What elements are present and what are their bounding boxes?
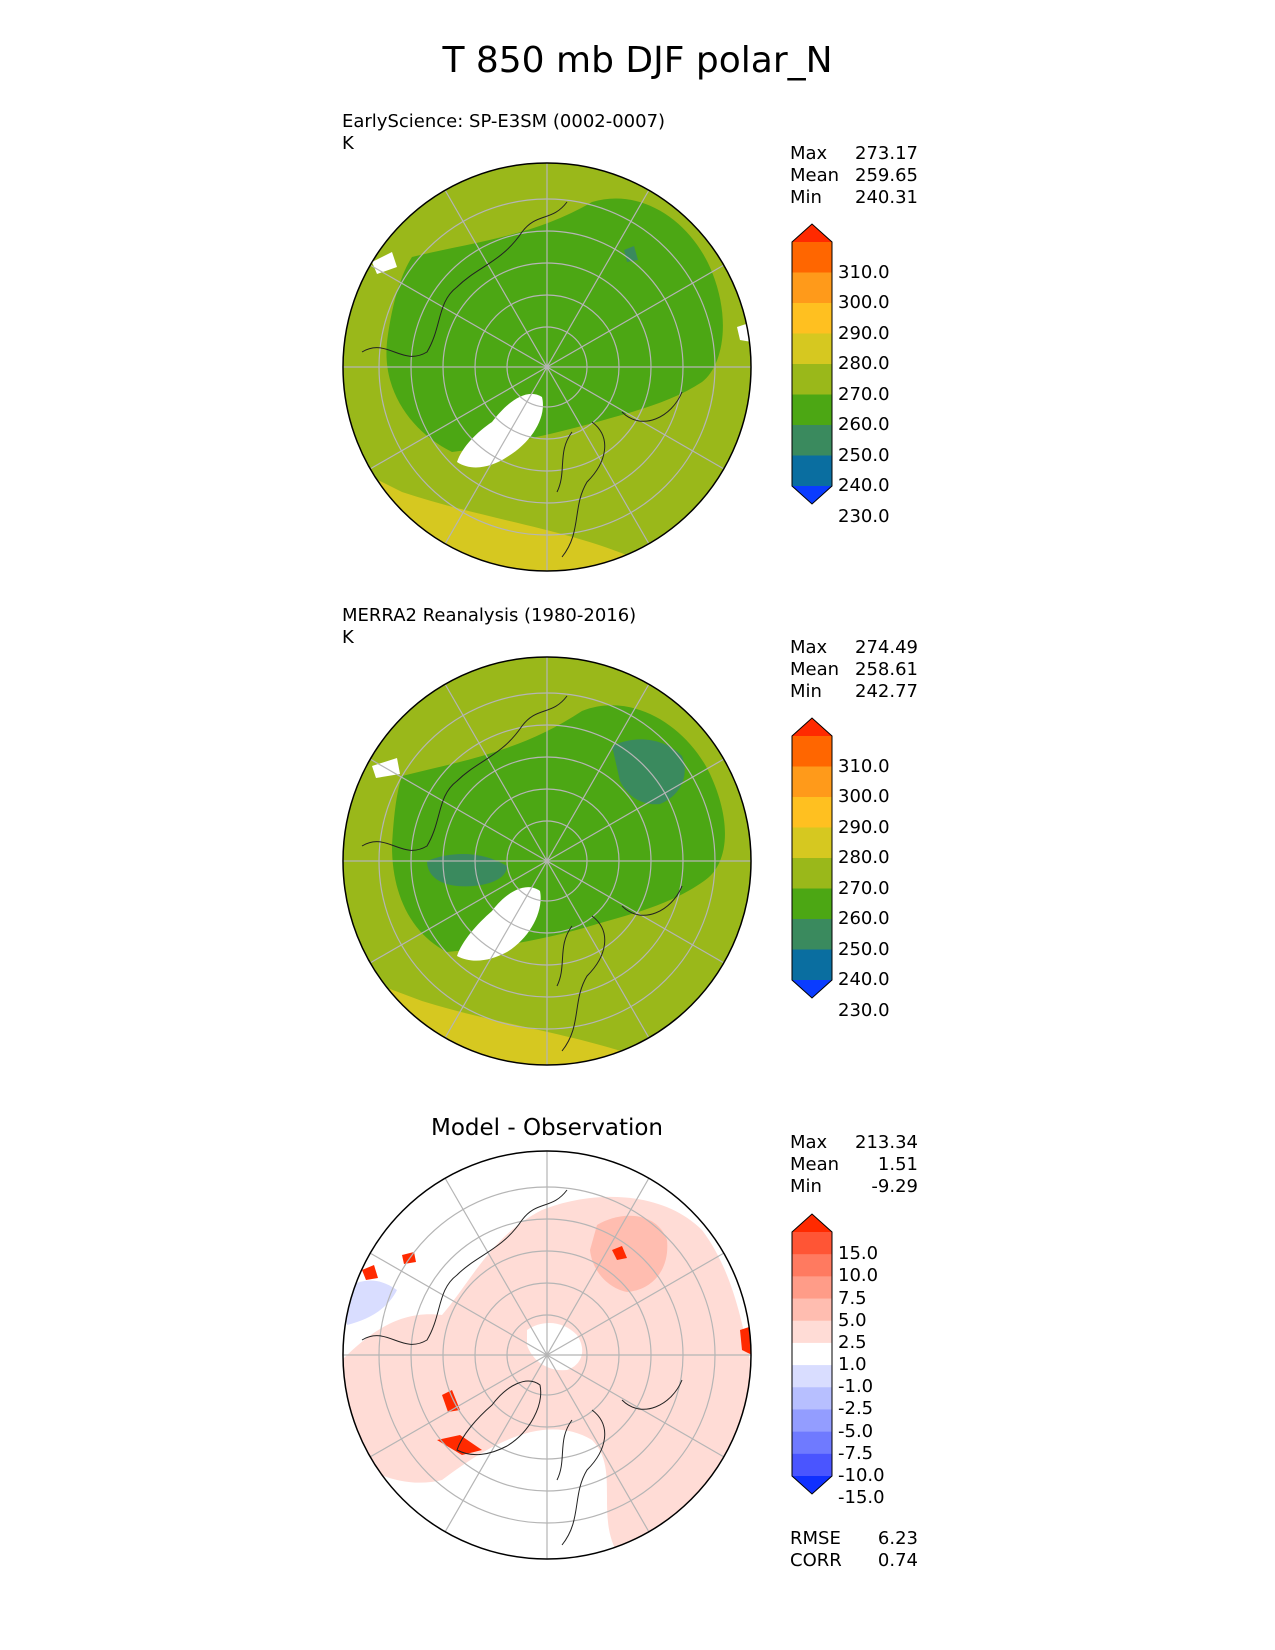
colorbar-tick-label: -1.0	[838, 1376, 874, 1398]
colorbar-tick-label: 280.0	[838, 353, 890, 374]
colorbar-tick-label: 230.0	[838, 505, 890, 527]
colorbar-tick-label: 250.0	[838, 444, 890, 466]
colorbar-tick-label: -7.5	[838, 1442, 874, 1464]
colorbar-tick-label: 250.0	[838, 938, 890, 960]
colorbar-segment	[792, 888, 832, 920]
colorbar-tick-label: -2.5	[838, 1398, 874, 1420]
colorbar-tick-label: 280.0	[838, 847, 890, 868]
p3-graticule	[343, 1151, 751, 1559]
colorbar-extend-top	[792, 224, 832, 242]
panel-3-colorbar	[791, 1213, 833, 1495]
colorbar-tick-label: 310.0	[838, 755, 890, 777]
p2-graticule	[343, 657, 751, 1065]
colorbar-extend-bottom	[792, 1476, 832, 1494]
colorbar-segment	[792, 858, 832, 889]
colorbar-segment	[792, 1409, 832, 1433]
panel-1-units: K	[342, 133, 354, 154]
colorbar-tick-label: 270.0	[838, 877, 890, 899]
p2-missing-greenland	[457, 887, 541, 961]
colorbar-outline	[791, 1213, 833, 1495]
colorbar-segment	[792, 364, 832, 395]
colorbar-outline	[791, 223, 833, 505]
panel-1-title: EarlyScience: SP-E3SM (0002-0007)	[342, 111, 666, 132]
colorbar-tick-label: 260.0	[838, 414, 890, 435]
colorbar-segment	[792, 797, 832, 828]
panel-2-units: K	[342, 627, 354, 648]
panel-1-map	[342, 162, 752, 572]
colorbar-segment	[792, 919, 832, 950]
panel-3-title: Model - Observation	[430, 1115, 664, 1141]
colorbar-segment	[792, 1431, 832, 1455]
colorbar-segment	[792, 1320, 832, 1344]
panel-1-colorbar	[791, 223, 833, 505]
colorbar-tick-label: 5.0	[838, 1309, 867, 1331]
colorbar-tick-label: -10.0	[838, 1465, 885, 1486]
colorbar-outline	[791, 717, 833, 999]
panel-3-metrics: RMSE 6.23 CORR 0.74	[790, 1528, 918, 1571]
colorbar-tick-label: 10.0	[838, 1265, 879, 1287]
colorbar-segment	[792, 1232, 832, 1255]
colorbar-segment	[792, 766, 832, 798]
p1-graticule	[343, 163, 751, 571]
p1-core	[386, 198, 723, 452]
colorbar-extend-top	[792, 1214, 832, 1232]
colorbar-tick-label: 260.0	[838, 908, 890, 929]
p3-pos-mid	[590, 1215, 668, 1292]
colorbar-segment	[792, 303, 832, 334]
colorbar-segment	[792, 1342, 832, 1366]
colorbar-tick-label: 7.5	[838, 1287, 867, 1309]
colorbar-tick-label: 240.0	[838, 475, 890, 496]
colorbar-tick-label: 290.0	[838, 322, 890, 344]
panel-2-colorbar	[791, 717, 833, 999]
colorbar-tick-label: 230.0	[838, 999, 890, 1021]
colorbar-extend-bottom	[792, 980, 832, 998]
colorbar-tick-label: 270.0	[838, 383, 890, 405]
p1-missing-1	[372, 252, 397, 274]
colorbar-extend-top	[792, 718, 832, 736]
colorbar-segment	[792, 272, 832, 304]
colorbar-tick-label: 290.0	[838, 816, 890, 838]
colorbar-tick-label: 1.0	[838, 1354, 867, 1376]
p2-cold-west	[427, 854, 507, 887]
figure-title: T 850 mb DJF polar_N	[442, 40, 833, 81]
colorbar-extend-bottom	[792, 486, 832, 504]
colorbar-segment	[792, 333, 832, 365]
colorbar-segment	[792, 394, 832, 426]
colorbar-segment	[792, 949, 832, 981]
panel-2-title: MERRA2 Reanalysis (1980-2016)	[342, 605, 637, 626]
p2-coastlines	[361, 695, 683, 1052]
p3-neg-west	[343, 1280, 397, 1325]
colorbar-tick-label: -5.0	[838, 1420, 874, 1442]
colorbar-segment	[792, 1387, 832, 1410]
colorbar-tick-label: 300.0	[838, 786, 890, 807]
colorbar-segment	[792, 425, 832, 456]
colorbar-segment	[792, 455, 832, 487]
colorbar-tick-label: 15.0	[838, 1243, 879, 1265]
colorbar-segment	[792, 827, 832, 859]
p3-extreme-spots	[362, 1246, 751, 1455]
colorbar-segment	[792, 242, 832, 273]
colorbar-segment	[792, 736, 832, 767]
colorbar-tick-label: -15.0	[838, 1487, 885, 1509]
panel-1-stats: Max 273.17 Mean 259.65 Min 240.31	[790, 143, 918, 208]
colorbar-segment	[792, 1365, 832, 1388]
p1-coastlines	[361, 201, 683, 558]
colorbar-segment	[792, 1298, 832, 1322]
panel-2-map	[342, 656, 752, 1066]
p3-coastlines	[361, 1189, 683, 1546]
p2-cold-east	[612, 739, 685, 805]
colorbar-tick-label: 310.0	[838, 261, 890, 283]
panel-2-stats: Max 274.49 Mean 258.61 Min 242.77	[790, 637, 918, 702]
colorbar-tick-label: 240.0	[838, 969, 890, 990]
colorbar-segment	[792, 1453, 832, 1477]
colorbar-tick-label: 2.5	[838, 1331, 867, 1353]
colorbar-segment	[792, 1276, 832, 1300]
colorbar-segment	[792, 1254, 832, 1277]
panel-3-map	[342, 1150, 752, 1560]
colorbar-tick-label: 300.0	[838, 292, 890, 313]
panel-3-stats: Max 213.34 Mean 1.51 Min -9.29	[790, 1132, 918, 1197]
